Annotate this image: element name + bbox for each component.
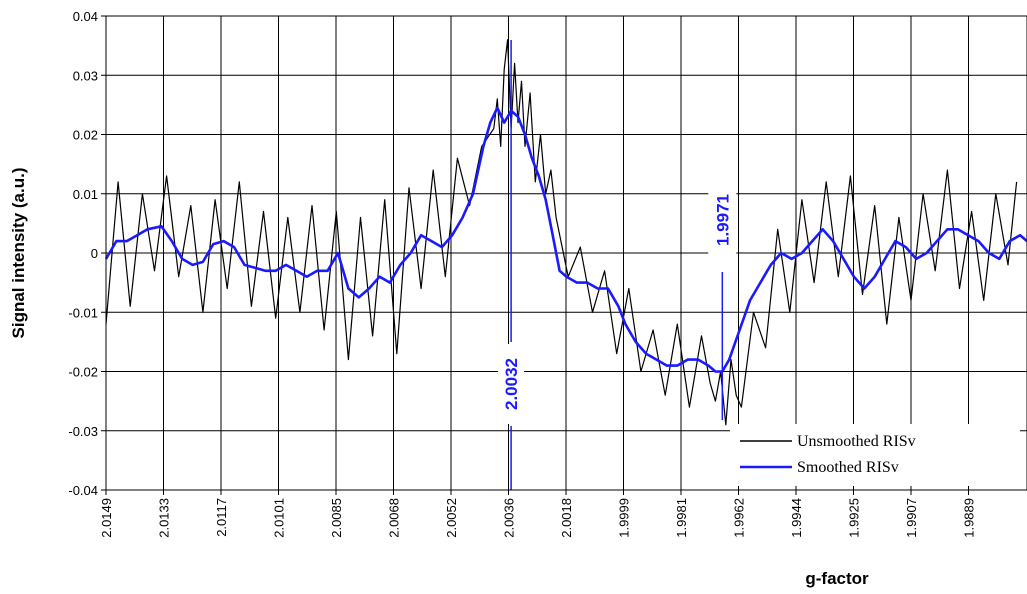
x-tick-label: 2.0133 [157,498,172,538]
plot-frame [105,15,1027,491]
y-tick-label: -0.03 [68,424,98,439]
x-tick-label: 2.0036 [502,498,517,538]
y-tick-label: 0.01 [73,187,98,202]
x-tick-label: 2.0149 [99,498,114,538]
x-tick-label: 2.0052 [444,498,459,538]
series-line-smoothed [104,106,1027,373]
y-axis-title: Signal intensity (a.u.) [9,168,28,339]
annotation-label-1-9971: 1.9971 [713,194,732,246]
legend: Unsmoothed RISv Smoothed RISv [730,424,1020,486]
x-tick-label: 1.9889 [962,498,977,538]
y-tick-label: 0.04 [73,9,98,24]
y-tick-label: -0.04 [68,483,98,498]
y-axis-ticks: 0.04 0.03 0.02 0.01 0 -0.01 -0.02 -0.03 -0.04 [68,9,106,498]
x-tick-label: 2.0085 [329,498,344,538]
x-tick-label: 2.0018 [559,498,574,538]
legend-label-unsmoothed: Unsmoothed RISv [797,433,916,450]
annotation-bg-2-0032 [498,344,525,424]
x-tick-label: 1.9962 [732,498,747,538]
x-axis-title: g-factor [805,569,869,588]
y-tick-label: 0 [91,246,98,261]
y-tick-label: 0.02 [73,128,98,143]
y-tick-label: -0.02 [68,365,98,380]
grid [106,15,1027,491]
legend-label-smoothed: Smoothed RISv [797,459,899,476]
x-tick-label: 1.9981 [674,498,689,538]
y-tick-label: 0.03 [73,68,98,83]
x-tick-label: 1.9925 [847,498,862,538]
x-tick-label: 2.0068 [387,498,402,538]
x-axis-ticks: 2.0149 2.0133 2.0117 2.0101 2.0085 2.0068 2.00… [99,490,977,538]
y-tick-label: -0.01 [68,305,98,320]
legend-box [730,424,1020,486]
annotation-bg-1-9971 [708,170,737,270]
series-line-unsmoothed [105,39,1018,426]
x-tick-label: 1.9999 [617,498,632,538]
x-tick-label: 1.9907 [904,498,919,538]
x-tick-label: 1.9944 [789,498,804,538]
annotation-label-2-0032: 2.0032 [502,358,521,410]
x-tick-label: 2.0101 [272,498,287,538]
x-tick-label: 2.0117 [214,498,229,537]
series-layer [104,39,1027,426]
annotation-layer: 2.0032 1.9971 [498,40,737,490]
